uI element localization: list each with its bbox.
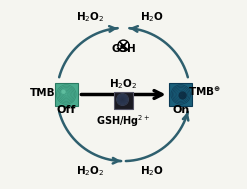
Circle shape [117, 94, 128, 105]
Text: TMB$^{\mathbf{\oplus}}$: TMB$^{\mathbf{\oplus}}$ [188, 86, 221, 99]
Circle shape [61, 89, 66, 94]
Text: H$_2$O: H$_2$O [140, 11, 164, 25]
Text: H$_2$O$_2$: H$_2$O$_2$ [109, 77, 138, 91]
Bar [114, 92, 133, 109]
Text: H$_2$O: H$_2$O [140, 164, 164, 178]
Text: GSH/Hg$^{2+}$: GSH/Hg$^{2+}$ [96, 113, 151, 129]
Text: H$_2$O$_2$: H$_2$O$_2$ [76, 164, 105, 178]
Text: On: On [172, 105, 189, 115]
Circle shape [179, 91, 187, 100]
Text: GSH: GSH [111, 44, 136, 54]
Text: Off: Off [57, 105, 76, 115]
Bar [169, 83, 192, 106]
Circle shape [118, 40, 129, 51]
Text: TMB: TMB [30, 88, 55, 98]
Bar [55, 83, 78, 106]
Text: H$_2$O$_2$: H$_2$O$_2$ [76, 11, 105, 25]
